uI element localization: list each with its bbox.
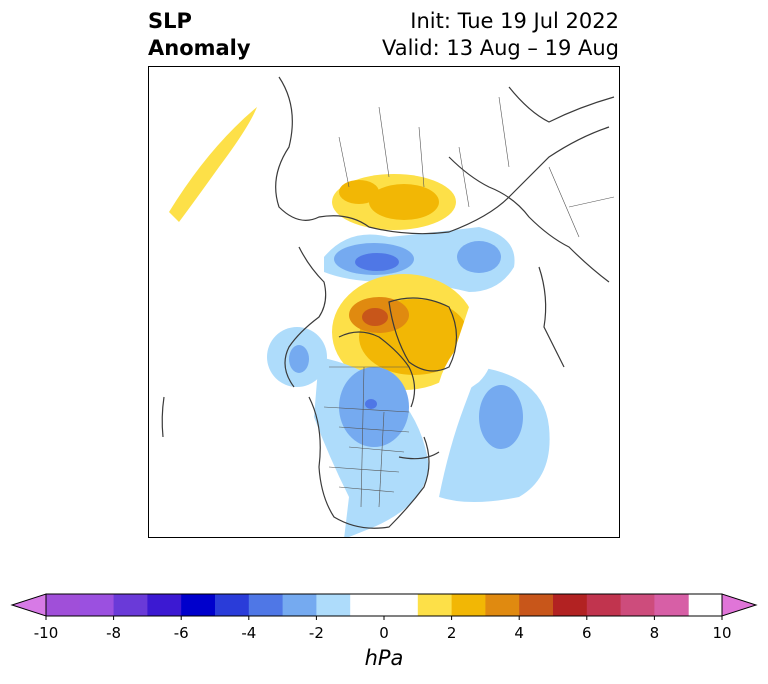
- colorbar-tick-label: 8: [649, 624, 660, 642]
- colorbar-tick-label: 6: [582, 624, 592, 642]
- title-line-1: SLP: [148, 9, 192, 33]
- colorbar-tick-label: 2: [446, 624, 457, 642]
- map-canvas: [161, 76, 615, 537]
- colorbar-bin: [147, 594, 182, 616]
- colorbar-units: hPa: [364, 646, 404, 670]
- colorbar-extend-low: [10, 593, 47, 617]
- colorbar-bin: [451, 594, 486, 616]
- forecast-dates: Init: Tue 19 Jul 2022 Valid: 13 Aug – 19…: [382, 8, 619, 62]
- colorbar-bin: [215, 594, 250, 616]
- colorbar-bin: [350, 594, 419, 616]
- colorbar-tick-label: 4: [514, 624, 524, 642]
- coastlines: [161, 76, 615, 529]
- colorbar-bin: [654, 594, 689, 616]
- valid-range: Valid: 13 Aug – 19 Aug: [381, 36, 619, 60]
- colorbar-bin: [282, 594, 317, 616]
- colorbar-tick-label: 10: [712, 624, 732, 642]
- positive-anomaly-northwest: [169, 107, 257, 222]
- colorbar-tick-label: -4: [241, 624, 257, 642]
- colorbar-bin: [485, 594, 520, 616]
- anomaly-shading: [169, 107, 550, 537]
- colorbar-tick-label: 0: [379, 624, 389, 642]
- colorbar-tick-label: -10: [33, 624, 59, 642]
- colorbar-bin: [519, 594, 554, 616]
- colorbar-bin: [248, 594, 284, 616]
- colorbar-bin: [79, 594, 115, 616]
- colorbar-bin: [620, 594, 655, 616]
- colorbar-tick-label: -2: [308, 624, 324, 642]
- colorbar: [10, 593, 758, 620]
- colorbar-bin: [553, 594, 588, 616]
- colorbar-extend-high: [721, 593, 758, 617]
- anomaly-map: [148, 66, 620, 538]
- country-borders: [323, 96, 615, 508]
- colorbar-bin: [586, 594, 622, 616]
- colorbar-bin: [181, 594, 216, 616]
- map-title: SLP Anomaly: [148, 8, 251, 62]
- title-line-2: Anomaly: [148, 36, 251, 60]
- init-date: Init: Tue 19 Jul 2022: [410, 9, 619, 33]
- colorbar-bin: [113, 594, 148, 616]
- colorbar-bin: [46, 594, 81, 616]
- colorbar-bin: [417, 594, 453, 616]
- colorbar-tick-label: -6: [173, 624, 189, 642]
- colorbar-bin: [316, 594, 351, 616]
- colorbar-tick-label: -8: [106, 624, 122, 642]
